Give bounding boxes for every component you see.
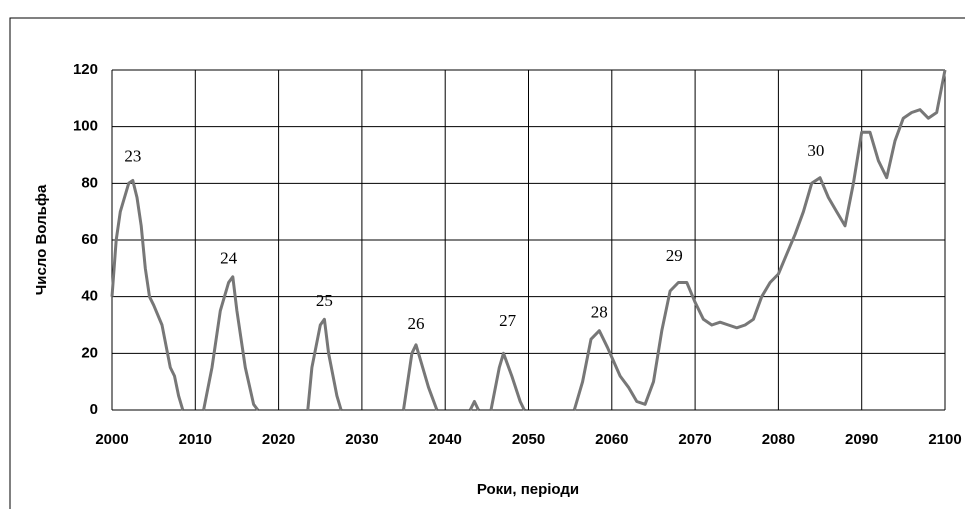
y-tick-label: 20: [81, 344, 98, 361]
data-line: [110, 69, 947, 411]
x-tick-label: 2060: [595, 431, 628, 448]
y-tick-label: 80: [81, 174, 98, 191]
cycle-label: 24: [220, 249, 238, 268]
y-tick-label: 60: [81, 231, 98, 248]
cycle-label: 23: [124, 147, 141, 166]
y-tick-label: 100: [73, 118, 98, 135]
frame: [9, 17, 965, 509]
x-tick-label: 2040: [429, 431, 462, 448]
x-tick-label: 2030: [345, 431, 378, 448]
y-tick-label: 120: [73, 61, 98, 78]
cycle-label: 27: [499, 311, 517, 330]
cycle-label: 28: [591, 303, 608, 322]
cycle-label: 29: [666, 246, 683, 265]
x-tick-label: 2100: [928, 431, 961, 448]
x-axis-label: Роки, періоди: [477, 481, 579, 498]
cycle-label: 30: [807, 141, 824, 160]
y-tick-label: 0: [90, 401, 98, 418]
x-tick-label: 2070: [678, 431, 711, 448]
x-tick-label: 2090: [845, 431, 878, 448]
cycle-label: 26: [408, 314, 425, 333]
x-tick-label: 2020: [262, 431, 295, 448]
x-tick-label: 2050: [512, 431, 545, 448]
y-tick-label: 40: [81, 288, 98, 305]
x-tick-label: 2000: [95, 431, 128, 448]
x-tick-label: 2010: [179, 431, 212, 448]
cycle-label: 25: [316, 291, 333, 310]
y-axis-label: Число Вольфа: [33, 184, 50, 295]
x-tick-label: 2080: [762, 431, 795, 448]
